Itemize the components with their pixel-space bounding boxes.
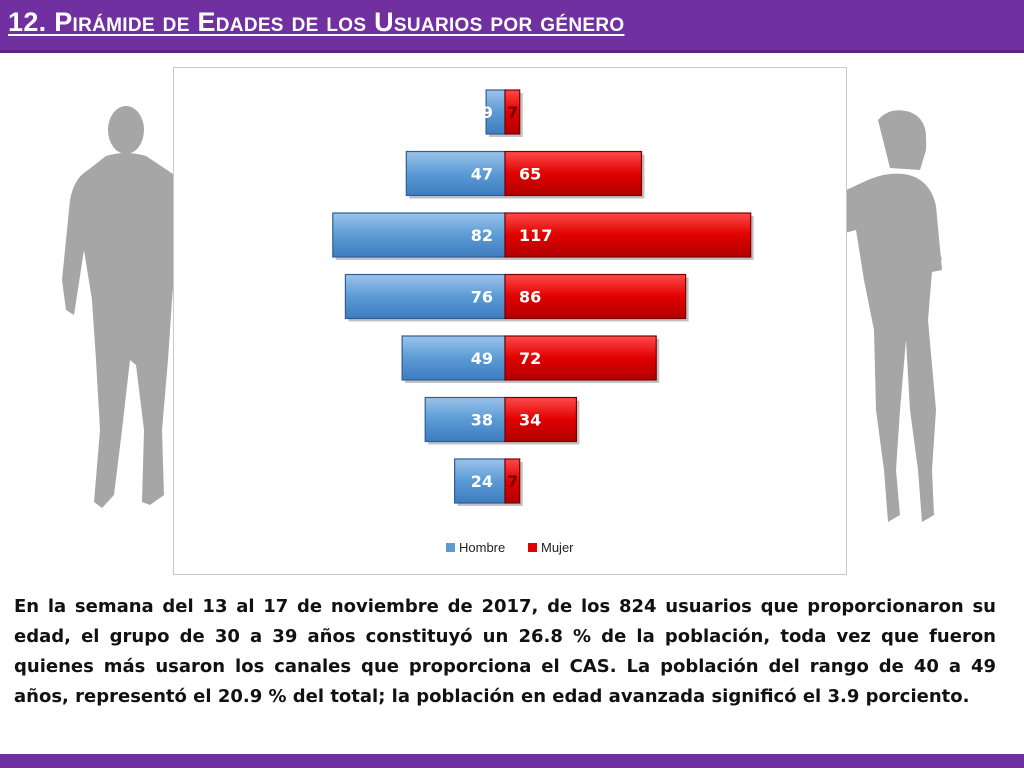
page-title: 12. Pirámide de Edades de los Usuarios p… <box>8 7 625 37</box>
bar-mujer-4 <box>504 335 657 381</box>
bar-hombre-1 <box>405 150 506 197</box>
bar-hombre-3 <box>344 273 506 320</box>
population-pyramid-chart: 9 47 82 76 49 38 24 7 65 117 86 72 34 7 Hombre Mujer <box>332 89 754 555</box>
title-bar: 12. Pirámide de Edades de los Usuarios p… <box>0 0 1024 53</box>
label-mujer-1: 65 <box>519 165 541 184</box>
bar-hombre-5 <box>424 396 506 443</box>
description-text: En la semana del 13 al 17 de noviembre d… <box>14 596 996 707</box>
label-mujer-6: 7 <box>507 472 518 491</box>
bar-mujer-6 <box>504 458 521 504</box>
bar-mujer-0 <box>504 89 521 135</box>
label-hombre-4: 49 <box>471 349 493 368</box>
label-hombre-6: 24 <box>471 472 493 491</box>
bar-hombre-6 <box>454 458 506 504</box>
bar-mujer-1 <box>504 150 643 197</box>
bottom-bar <box>0 754 1024 768</box>
label-hombre-0: 9 <box>482 103 493 122</box>
label-mujer-4: 72 <box>519 349 541 368</box>
chart-frame: 9 47 82 76 49 38 24 7 65 117 86 72 34 7 Hombre Mujer <box>173 67 847 575</box>
label-hombre-1: 47 <box>471 165 493 184</box>
legend-swatch-mujer <box>528 543 537 552</box>
woman-silhouette-icon <box>764 110 942 522</box>
bar-mujer-5 <box>504 396 578 443</box>
bar-mujer-2 <box>504 212 752 258</box>
legend-label-hombre: Hombre <box>459 540 505 555</box>
chart-legend: Hombre Mujer <box>446 540 574 555</box>
bar-hombre-4 <box>401 335 506 381</box>
label-hombre-3: 76 <box>471 288 493 307</box>
man-silhouette-icon <box>62 106 195 508</box>
bar-mujer-3 <box>504 273 687 320</box>
label-mujer-0: 7 <box>507 103 518 122</box>
label-mujer-2: 117 <box>519 226 552 245</box>
label-hombre-2: 82 <box>471 226 493 245</box>
label-mujer-3: 86 <box>519 288 541 307</box>
label-mujer-5: 34 <box>519 411 541 430</box>
label-hombre-5: 38 <box>471 411 493 430</box>
bar-hombre-2 <box>332 212 506 258</box>
legend-swatch-hombre <box>446 543 455 552</box>
legend-label-mujer: Mujer <box>541 540 574 555</box>
